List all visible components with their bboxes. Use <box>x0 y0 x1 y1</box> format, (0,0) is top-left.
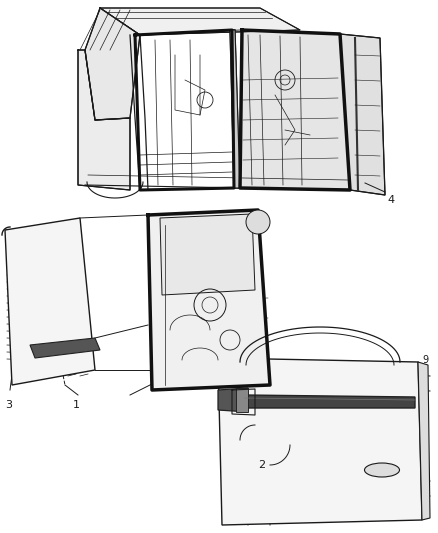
Ellipse shape <box>364 463 399 477</box>
Polygon shape <box>340 34 385 195</box>
Text: 9: 9 <box>422 355 428 365</box>
Polygon shape <box>418 362 430 520</box>
Polygon shape <box>218 358 422 525</box>
Polygon shape <box>85 8 140 120</box>
Polygon shape <box>100 8 300 35</box>
Polygon shape <box>5 218 95 385</box>
Polygon shape <box>78 50 130 190</box>
Polygon shape <box>160 214 255 295</box>
Polygon shape <box>230 30 240 188</box>
Polygon shape <box>240 30 350 190</box>
Polygon shape <box>245 395 415 408</box>
Circle shape <box>246 210 270 234</box>
Polygon shape <box>148 210 270 390</box>
Polygon shape <box>218 388 248 412</box>
Polygon shape <box>236 388 248 412</box>
Polygon shape <box>30 338 100 358</box>
Text: 2: 2 <box>258 460 265 470</box>
Text: 3: 3 <box>5 400 12 410</box>
Text: 1: 1 <box>73 400 80 410</box>
Text: 4: 4 <box>387 195 394 205</box>
